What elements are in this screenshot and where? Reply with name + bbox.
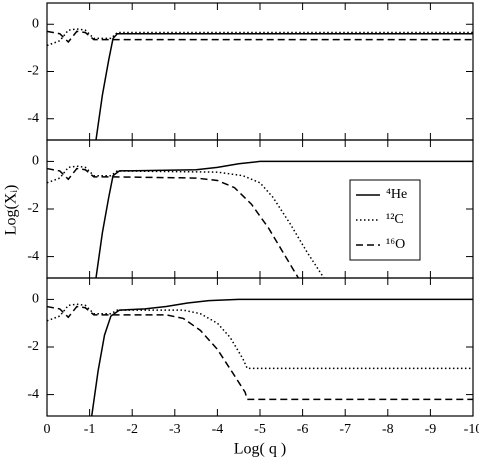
x-tick-label: 0 (44, 422, 51, 437)
y-tick-label: -4 (27, 111, 39, 126)
x-tick-label: -8 (382, 422, 394, 437)
y-tick-label: -2 (27, 64, 39, 79)
y-tick-label: -4 (27, 387, 39, 402)
series-line (46, 167, 299, 279)
x-tick-label: -6 (297, 422, 309, 437)
series-line (90, 298, 473, 417)
y-tick-label: -2 (27, 201, 39, 216)
series-line (46, 303, 473, 370)
y-tick-label: 0 (32, 154, 39, 169)
x-axis-label: Log( q ) (234, 441, 286, 458)
plot-frame (46, 2, 474, 141)
legend-label: ⁴He (386, 187, 407, 202)
legend-box (349, 179, 421, 261)
legend-label: ¹²C (386, 212, 404, 227)
legend-label: ¹⁶O (386, 237, 405, 252)
series-line (46, 165, 325, 279)
x-tick-label: -1 (84, 422, 96, 437)
y-axis-label: Log(Xᵢ) (3, 185, 20, 236)
series-line (95, 160, 473, 279)
x-tick-label: -9 (425, 422, 437, 437)
series-line (46, 30, 473, 44)
x-tick-label: -2 (126, 422, 138, 437)
series-line (95, 32, 473, 141)
x-tick-label: -3 (169, 422, 181, 437)
series-line (46, 28, 473, 47)
y-tick-label: 0 (32, 292, 39, 307)
series-line (46, 305, 473, 401)
x-tick-label: -7 (339, 422, 351, 437)
y-tick-label: -2 (27, 339, 39, 354)
x-tick-label: -5 (254, 422, 266, 437)
y-tick-label: -4 (27, 249, 39, 264)
y-tick-label: 0 (32, 16, 39, 31)
x-tick-label: -4 (212, 422, 224, 437)
x-tick-label: -10 (464, 422, 479, 437)
